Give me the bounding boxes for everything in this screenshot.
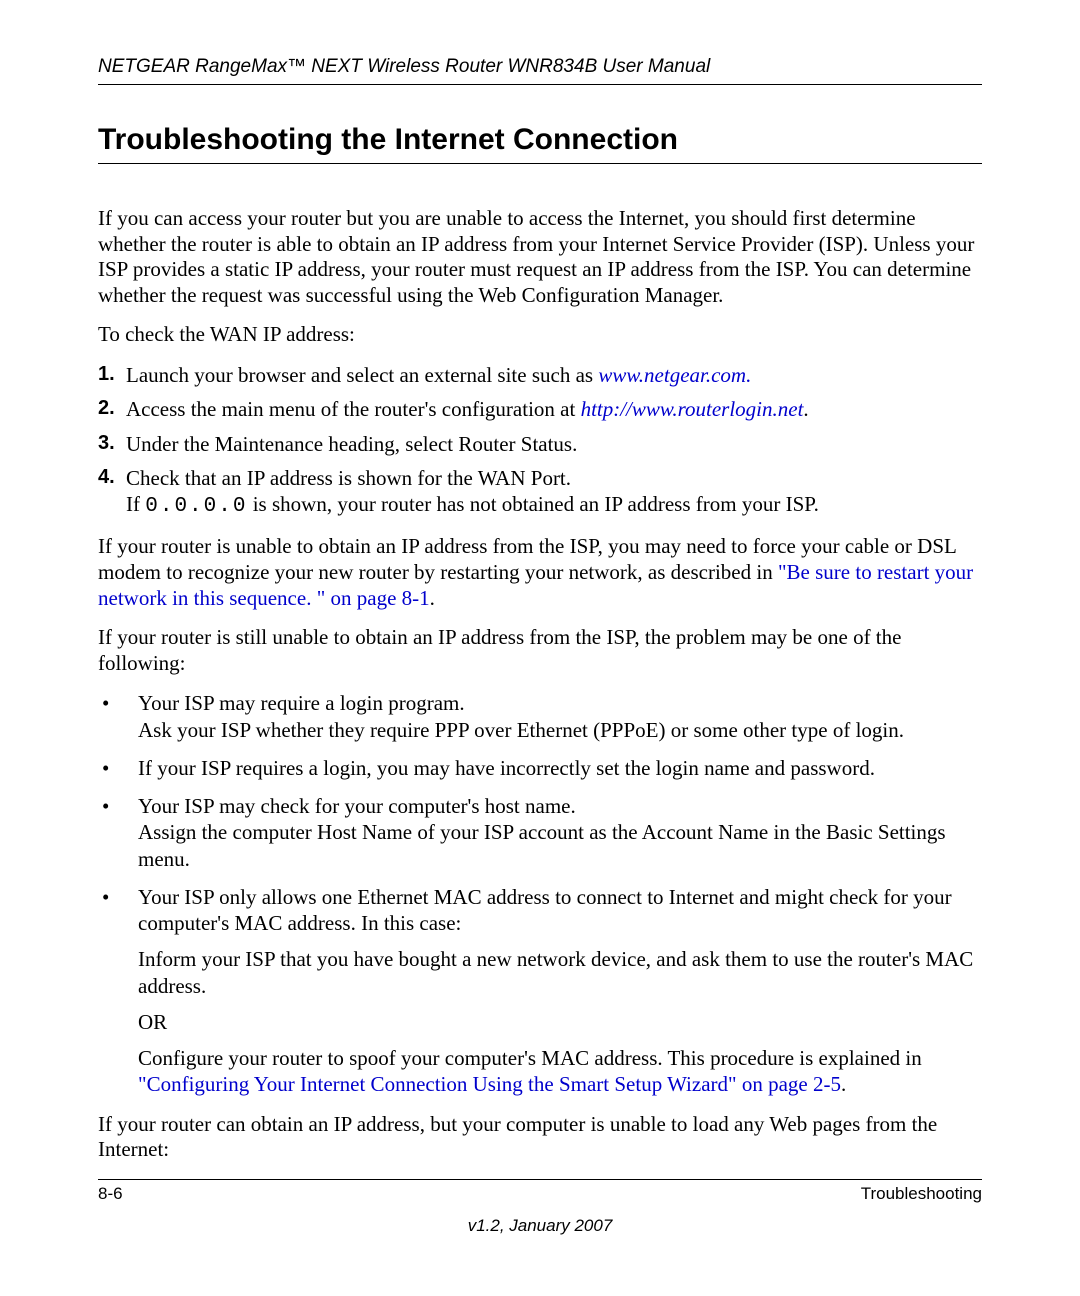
numbered-steps: 1. Launch your browser and select an ext… xyxy=(98,362,982,520)
list-text: Ask your ISP whether they require PPP ov… xyxy=(138,718,904,742)
step-text: is shown, your router has not obtained a… xyxy=(247,492,818,516)
intro-paragraph: If you can access your router but you ar… xyxy=(98,206,982,308)
step-number: 2. xyxy=(98,396,126,422)
step-1: 1. Launch your browser and select an ext… xyxy=(98,362,982,388)
step-body: Access the main menu of the router's con… xyxy=(126,396,982,422)
ip-code: 0.0.0.0 xyxy=(145,495,247,518)
list-text: . xyxy=(841,1072,846,1096)
list-text: Your ISP may check for your computer's h… xyxy=(138,794,576,818)
external-link[interactable]: www.netgear.com. xyxy=(598,363,751,387)
step-3: 3. Under the Maintenance heading, select… xyxy=(98,431,982,457)
running-header: NETGEAR RangeMax™ NEXT Wireless Router W… xyxy=(98,56,982,85)
step-2: 2. Access the main menu of the router's … xyxy=(98,396,982,422)
step-body: Launch your browser and select an extern… xyxy=(126,362,982,388)
list-item: • Your ISP may require a login program. … xyxy=(98,690,982,743)
step-text: Check that an IP address is shown for th… xyxy=(126,466,571,490)
section-title: Troubleshooting the Internet Connection xyxy=(98,123,982,164)
list-body: Your ISP may check for your computer's h… xyxy=(138,793,982,872)
step-body: Under the Maintenance heading, select Ro… xyxy=(126,431,982,457)
step-4: 4. Check that an IP address is shown for… xyxy=(98,465,982,521)
list-text: Configure your router to spoof your comp… xyxy=(138,1046,922,1070)
list-item: • If your ISP requires a login, you may … xyxy=(98,755,982,781)
paragraph: If your router is still unable to obtain… xyxy=(98,625,982,676)
page-number: 8-6 xyxy=(98,1184,123,1204)
bullet-list: • Your ISP may require a login program. … xyxy=(98,690,982,1097)
version-line: v1.2, January 2007 xyxy=(0,1216,1080,1236)
list-body: Your ISP may require a login program. As… xyxy=(138,690,982,743)
router-login-link[interactable]: http://www.routerlogin.net xyxy=(581,397,804,421)
list-subtext: OR xyxy=(138,1009,982,1035)
page-footer: 8-6 Troubleshooting xyxy=(98,1179,982,1204)
footer-section-name: Troubleshooting xyxy=(861,1184,982,1204)
step-number: 3. xyxy=(98,431,126,457)
step-text: If xyxy=(126,492,145,516)
step-text: Access the main menu of the router's con… xyxy=(126,397,581,421)
lead-in-text: To check the WAN IP address: xyxy=(98,322,982,348)
bullet-icon: • xyxy=(98,884,138,1098)
bullet-icon: • xyxy=(98,755,138,781)
cross-ref-link[interactable]: "Configuring Your Internet Connection Us… xyxy=(138,1072,841,1096)
list-text: Assign the computer Host Name of your IS… xyxy=(138,820,946,870)
list-subtext: Configure your router to spoof your comp… xyxy=(138,1045,982,1098)
list-item: • Your ISP only allows one Ethernet MAC … xyxy=(98,884,982,1098)
bullet-icon: • xyxy=(98,690,138,743)
step-text: . xyxy=(803,397,808,421)
paragraph-text: . xyxy=(430,586,435,610)
list-text: Your ISP may require a login program. xyxy=(138,691,465,715)
step-body: Check that an IP address is shown for th… xyxy=(126,465,982,521)
list-text: Your ISP only allows one Ethernet MAC ad… xyxy=(138,885,952,935)
paragraph: If your router can obtain an IP address,… xyxy=(98,1112,982,1163)
step-number: 4. xyxy=(98,465,126,521)
list-body: Your ISP only allows one Ethernet MAC ad… xyxy=(138,884,982,1098)
list-item: • Your ISP may check for your computer's… xyxy=(98,793,982,872)
list-body: If your ISP requires a login, you may ha… xyxy=(138,755,982,781)
bullet-icon: • xyxy=(98,793,138,872)
manual-page: NETGEAR RangeMax™ NEXT Wireless Router W… xyxy=(0,0,1080,1296)
list-subtext: Inform your ISP that you have bought a n… xyxy=(138,946,982,999)
paragraph: If your router is unable to obtain an IP… xyxy=(98,534,982,611)
step-text: Launch your browser and select an extern… xyxy=(126,363,598,387)
step-number: 1. xyxy=(98,362,126,388)
